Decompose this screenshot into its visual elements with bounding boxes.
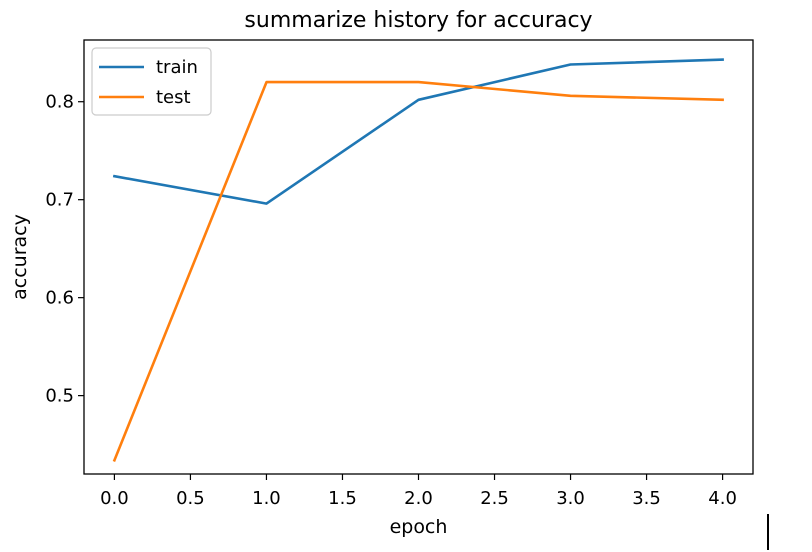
x-tick-label: 2.0 [404,488,433,509]
y-tick-label: 0.6 [45,288,74,309]
y-tick-label: 0.7 [45,190,74,211]
x-axis-label: epoch [390,516,448,538]
chart-title: summarize history for accuracy [244,8,592,33]
y-axis: 0.5 0.6 0.7 0.8 [45,92,84,407]
x-tick-label: 2.5 [480,488,509,509]
legend-label-train: train [156,57,198,78]
legend: train test [91,47,212,116]
x-tick-label: 3.0 [556,488,585,509]
x-tick-label: 4.0 [708,488,737,509]
series-layer [112,58,724,462]
legend-label-test: test [156,87,191,108]
series-line-test [112,80,724,462]
y-axis-label: accuracy [9,214,31,300]
text-cursor-bar [767,514,769,550]
x-axis: 0.0 0.5 1.0 1.5 2.0 2.5 3.0 3.5 4.0 [100,474,737,509]
y-tick-label: 0.5 [45,386,74,407]
x-tick-label: 1.0 [252,488,281,509]
x-tick-label: 3.5 [632,488,661,509]
series-line-train [112,58,724,205]
x-tick-label: 1.5 [328,488,357,509]
x-tick-label: 0.0 [100,488,129,509]
x-tick-label: 0.5 [176,488,205,509]
y-tick-label: 0.8 [45,92,74,113]
